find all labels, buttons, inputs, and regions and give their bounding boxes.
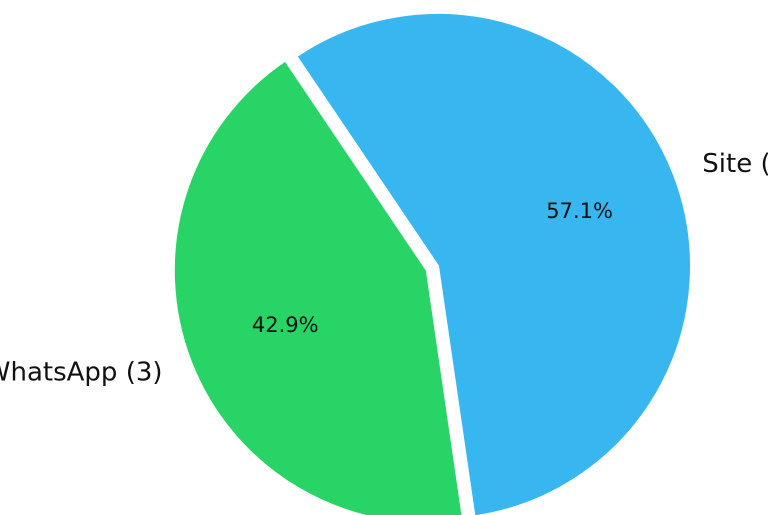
slice-percent-label: 42.9% [252,313,319,337]
pie-slice-whatsapp-3 [172,59,464,515]
slice-category-label: WhatsApp (3) [0,358,163,388]
pie-slice-site-4 [295,12,692,515]
slice-percent-label: 57.1% [546,199,613,223]
labels-layer: 57.1% Site (4) 42.9% WhatsApp (3) [0,149,768,388]
slice-category-label: Site (4) [702,149,768,179]
slices-layer [172,12,692,515]
